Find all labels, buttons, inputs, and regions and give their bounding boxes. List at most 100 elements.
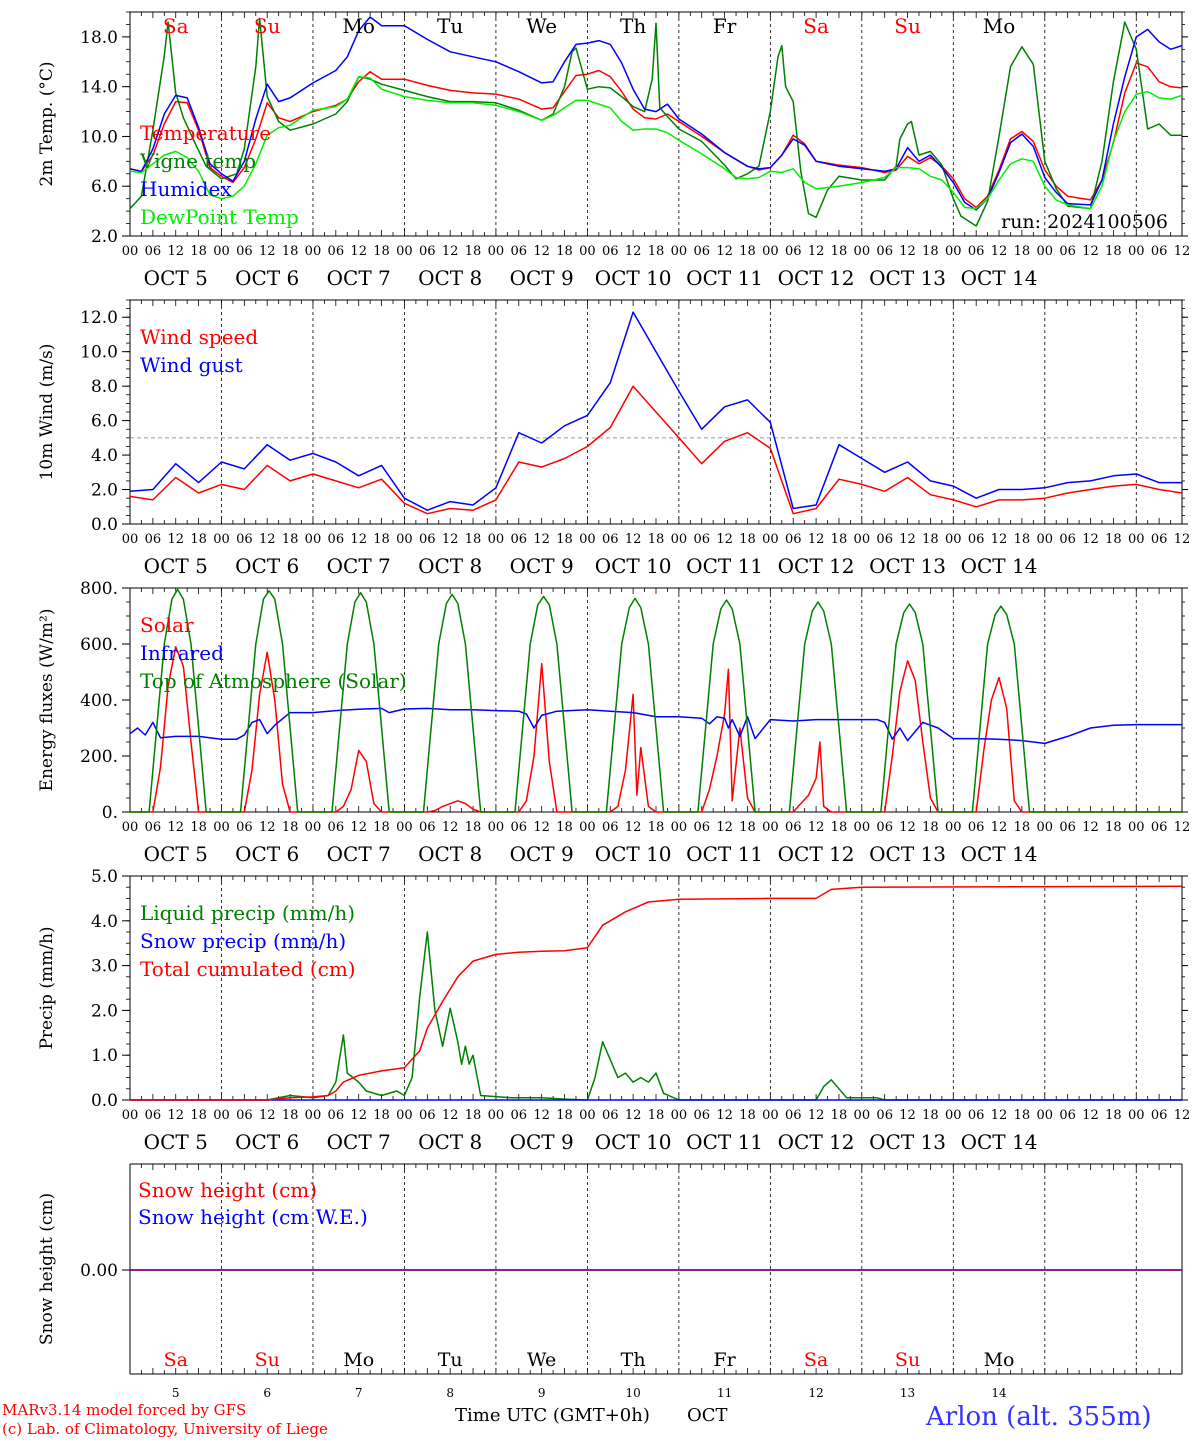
hour-tick-label: 00 — [854, 244, 871, 259]
day-label: OCT 6 — [235, 554, 299, 578]
day-label: OCT 8 — [418, 554, 482, 578]
day-label: OCT 13 — [869, 842, 946, 866]
day-label: OCT 12 — [778, 266, 855, 290]
day-label: OCT 9 — [510, 842, 574, 866]
y-tick-label: 12.0 — [80, 308, 118, 328]
weekday-label-top: Fr — [713, 14, 737, 38]
hour-tick-label: 06 — [1151, 820, 1168, 835]
hour-tick-label: 12 — [167, 1108, 184, 1123]
day-label: OCT 5 — [144, 554, 208, 578]
hour-tick-label: 12 — [1082, 820, 1099, 835]
legend-entry: Temperature — [140, 121, 271, 145]
legend-entry: Total cumulated (cm) — [140, 957, 356, 981]
hour-tick-label: 18 — [373, 532, 390, 547]
hour-tick-label: 00 — [945, 532, 962, 547]
hour-tick-label: 12 — [442, 820, 459, 835]
day-label: OCT 8 — [418, 1130, 482, 1154]
hour-tick-label: 12 — [808, 820, 825, 835]
y-tick-label: 2.0 — [91, 481, 118, 501]
hour-tick-label: 00 — [213, 244, 230, 259]
hour-tick-label: 06 — [693, 244, 710, 259]
weekday-label-bottom: We — [527, 1349, 556, 1371]
day-label: OCT 7 — [327, 842, 391, 866]
weekday-label-bottom: Su — [255, 1349, 280, 1371]
hour-tick-label: 06 — [1059, 244, 1076, 259]
hour-tick-label: 18 — [465, 820, 482, 835]
series-line-humidex — [129, 16, 1183, 211]
hour-tick-label: 06 — [602, 820, 619, 835]
hour-tick-label: 00 — [762, 1108, 779, 1123]
day-label: OCT 11 — [686, 554, 763, 578]
hour-tick-label: 12 — [991, 1108, 1008, 1123]
hour-tick-label: 00 — [305, 244, 322, 259]
hour-tick-label: 06 — [419, 1108, 436, 1123]
hour-tick-label: 06 — [693, 820, 710, 835]
y-tick-label: 5.0 — [91, 867, 118, 887]
hour-tick-label: 12 — [1082, 532, 1099, 547]
hour-tick-label: 12 — [625, 532, 642, 547]
hour-tick-label: 12 — [259, 244, 276, 259]
y-tick-label: 14.0 — [80, 78, 118, 98]
hour-tick-label: 00 — [1128, 820, 1145, 835]
weekday-label-top: We — [526, 14, 557, 38]
y-tick-label: 1.0 — [91, 1046, 118, 1066]
hour-tick-label: 18 — [831, 1108, 848, 1123]
hour-tick-label: 12 — [625, 1108, 642, 1123]
hour-tick-label: 18 — [556, 820, 573, 835]
hour-tick-label: 00 — [396, 532, 413, 547]
hour-tick-label: 00 — [671, 1108, 688, 1123]
hour-tick-label: 06 — [785, 1108, 802, 1123]
legend-entry: Wind speed — [140, 325, 258, 349]
hour-tick-label: 18 — [190, 1108, 207, 1123]
legend-entry: Vigne temp — [139, 149, 256, 173]
hour-tick-label: 00 — [122, 1108, 139, 1123]
day-label: OCT 12 — [778, 1130, 855, 1154]
day-label: OCT 14 — [961, 554, 1038, 578]
hour-tick-label: 06 — [602, 244, 619, 259]
y-tick-label: 800. — [80, 579, 118, 599]
day-number: 12 — [808, 1386, 823, 1400]
hour-tick-label: 06 — [1151, 532, 1168, 547]
hour-tick-label: 12 — [167, 820, 184, 835]
day-label: OCT 10 — [595, 554, 672, 578]
hour-tick-label: 12 — [533, 244, 550, 259]
hour-tick-label: 12 — [716, 532, 733, 547]
hour-tick-label: 18 — [1014, 532, 1031, 547]
hour-tick-label: 00 — [488, 1108, 505, 1123]
hour-tick-label: 06 — [693, 532, 710, 547]
hour-tick-label: 00 — [579, 820, 596, 835]
series-line-dewpoint-temp — [129, 75, 1183, 210]
hour-tick-label: 06 — [876, 532, 893, 547]
hour-tick-label: 00 — [1037, 532, 1054, 547]
hour-tick-label: 12 — [899, 244, 916, 259]
hour-tick-label: 00 — [305, 820, 322, 835]
hour-tick-label: 00 — [854, 1108, 871, 1123]
hour-tick-label: 00 — [1128, 532, 1145, 547]
hour-tick-label: 12 — [350, 532, 367, 547]
hour-tick-label: 12 — [533, 532, 550, 547]
hour-tick-label: 18 — [373, 244, 390, 259]
day-label: OCT 5 — [144, 266, 208, 290]
y-axis-title: Precip (mm/h) — [37, 926, 57, 1049]
day-label: OCT 7 — [327, 554, 391, 578]
lab-credit: (c) Lab. of Climatology, University of L… — [2, 1420, 328, 1438]
hour-tick-label: 12 — [350, 244, 367, 259]
hour-tick-label: 06 — [785, 244, 802, 259]
hour-tick-label: 06 — [236, 820, 253, 835]
hour-tick-label: 00 — [488, 532, 505, 547]
hour-tick-label: 12 — [991, 532, 1008, 547]
hour-tick-label: 18 — [282, 1108, 299, 1123]
hour-tick-label: 18 — [190, 244, 207, 259]
hour-tick-label: 00 — [945, 244, 962, 259]
hour-tick-label: 06 — [968, 244, 985, 259]
hour-tick-label: 18 — [922, 820, 939, 835]
hour-tick-label: 18 — [831, 820, 848, 835]
hour-tick-label: 00 — [122, 532, 139, 547]
legend-entry: Liquid precip (mm/h) — [140, 901, 355, 925]
hour-tick-label: 18 — [1105, 532, 1122, 547]
day-label: OCT 14 — [961, 1130, 1038, 1154]
day-number: 9 — [538, 1386, 546, 1400]
legend-entry: Snow height (cm W.E.) — [138, 1205, 368, 1229]
hour-tick-label: 06 — [145, 1108, 162, 1123]
